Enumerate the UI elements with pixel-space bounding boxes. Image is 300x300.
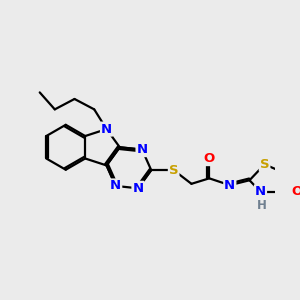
Text: N: N [101,123,112,136]
Text: N: N [224,179,236,192]
Text: S: S [260,158,269,171]
Text: N: N [136,143,148,156]
Text: O: O [292,185,300,198]
Text: H: H [257,200,267,212]
Text: O: O [204,152,215,165]
Text: S: S [169,164,178,177]
Text: N: N [132,182,144,195]
Text: N: N [255,185,266,198]
Text: N: N [110,179,121,192]
